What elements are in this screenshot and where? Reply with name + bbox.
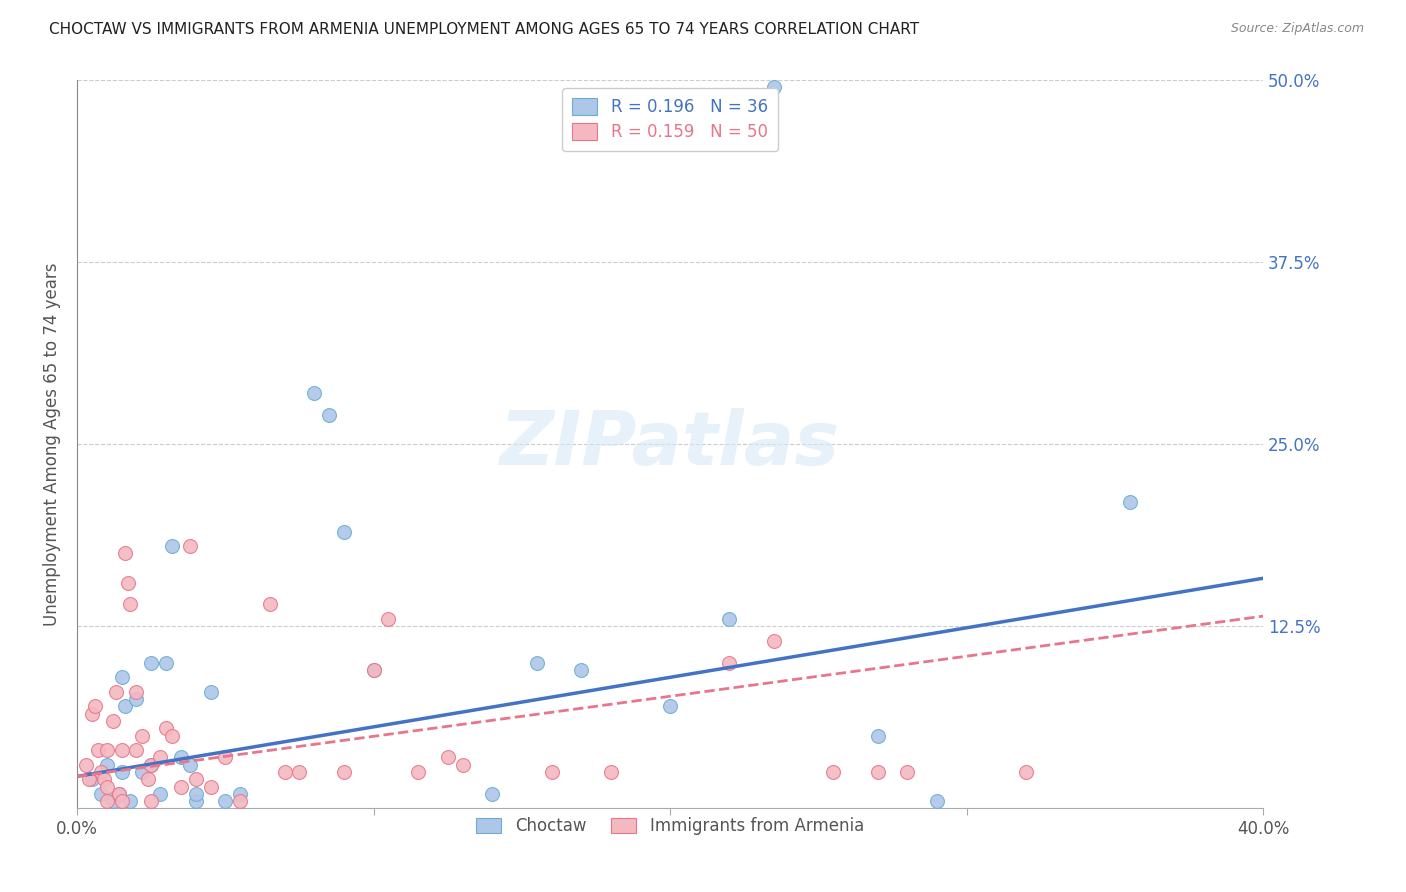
Point: [141, 794, 163, 808]
Point: [762, 80, 785, 95]
Point: [288, 764, 311, 779]
Point: [125, 685, 148, 699]
Point: [762, 633, 785, 648]
Point: [160, 539, 183, 553]
Point: [599, 764, 621, 779]
Point: [1119, 495, 1142, 509]
Point: [659, 699, 682, 714]
Point: [87, 743, 110, 757]
Point: [141, 656, 163, 670]
Point: [125, 692, 148, 706]
Point: [96, 794, 118, 808]
Point: [96, 757, 118, 772]
Point: [77, 772, 100, 787]
Point: [866, 729, 889, 743]
Point: [96, 743, 118, 757]
Point: [80, 706, 103, 721]
Point: [184, 772, 207, 787]
Point: [141, 757, 163, 772]
Point: [377, 612, 399, 626]
Text: CHOCTAW VS IMMIGRANTS FROM ARMENIA UNEMPLOYMENT AMONG AGES 65 TO 74 YEARS CORREL: CHOCTAW VS IMMIGRANTS FROM ARMENIA UNEMP…: [49, 22, 920, 37]
Point: [318, 408, 340, 422]
Point: [83, 699, 105, 714]
Point: [179, 539, 201, 553]
Point: [363, 663, 385, 677]
Point: [304, 386, 326, 401]
Point: [117, 575, 139, 590]
Point: [333, 524, 356, 539]
Point: [110, 743, 132, 757]
Point: [90, 764, 112, 779]
Point: [120, 598, 142, 612]
Point: [104, 685, 127, 699]
Point: [75, 757, 97, 772]
Point: [149, 750, 172, 764]
Point: [540, 764, 562, 779]
Point: [451, 757, 474, 772]
Text: Source: ZipAtlas.com: Source: ZipAtlas.com: [1230, 22, 1364, 36]
Point: [200, 780, 222, 794]
Point: [259, 598, 281, 612]
Point: [866, 764, 889, 779]
Legend: Choctaw, Immigrants from Armenia: Choctaw, Immigrants from Armenia: [468, 809, 872, 844]
Point: [896, 764, 918, 779]
Point: [80, 772, 103, 787]
Point: [333, 764, 356, 779]
Point: [114, 546, 136, 560]
Point: [131, 764, 153, 779]
Point: [110, 764, 132, 779]
Point: [170, 750, 193, 764]
Point: [273, 764, 295, 779]
Point: [718, 656, 741, 670]
Point: [823, 764, 845, 779]
Point: [229, 787, 252, 801]
Point: [125, 743, 148, 757]
Point: [481, 787, 503, 801]
Point: [107, 787, 129, 801]
Point: [101, 714, 124, 728]
Point: [110, 670, 132, 684]
Point: [200, 685, 222, 699]
Point: [155, 656, 177, 670]
Point: [170, 780, 193, 794]
Point: [925, 794, 948, 808]
Point: [120, 794, 142, 808]
Point: [179, 757, 201, 772]
Text: ZIPatlas: ZIPatlas: [501, 408, 841, 481]
Point: [149, 787, 172, 801]
Point: [90, 787, 112, 801]
Point: [363, 663, 385, 677]
Point: [526, 656, 548, 670]
Point: [101, 794, 124, 808]
Point: [214, 794, 236, 808]
Point: [569, 663, 592, 677]
Point: [1015, 764, 1038, 779]
Point: [214, 750, 236, 764]
Point: [107, 787, 129, 801]
Point: [229, 794, 252, 808]
Point: [141, 757, 163, 772]
Point: [184, 787, 207, 801]
Point: [718, 612, 741, 626]
Point: [114, 699, 136, 714]
Point: [110, 794, 132, 808]
Point: [155, 721, 177, 735]
Point: [436, 750, 458, 764]
Point: [160, 729, 183, 743]
Point: [96, 780, 118, 794]
Point: [406, 764, 429, 779]
Point: [136, 772, 159, 787]
Y-axis label: Unemployment Among Ages 65 to 74 years: Unemployment Among Ages 65 to 74 years: [44, 262, 60, 626]
Point: [93, 772, 115, 787]
Point: [131, 729, 153, 743]
Point: [184, 794, 207, 808]
